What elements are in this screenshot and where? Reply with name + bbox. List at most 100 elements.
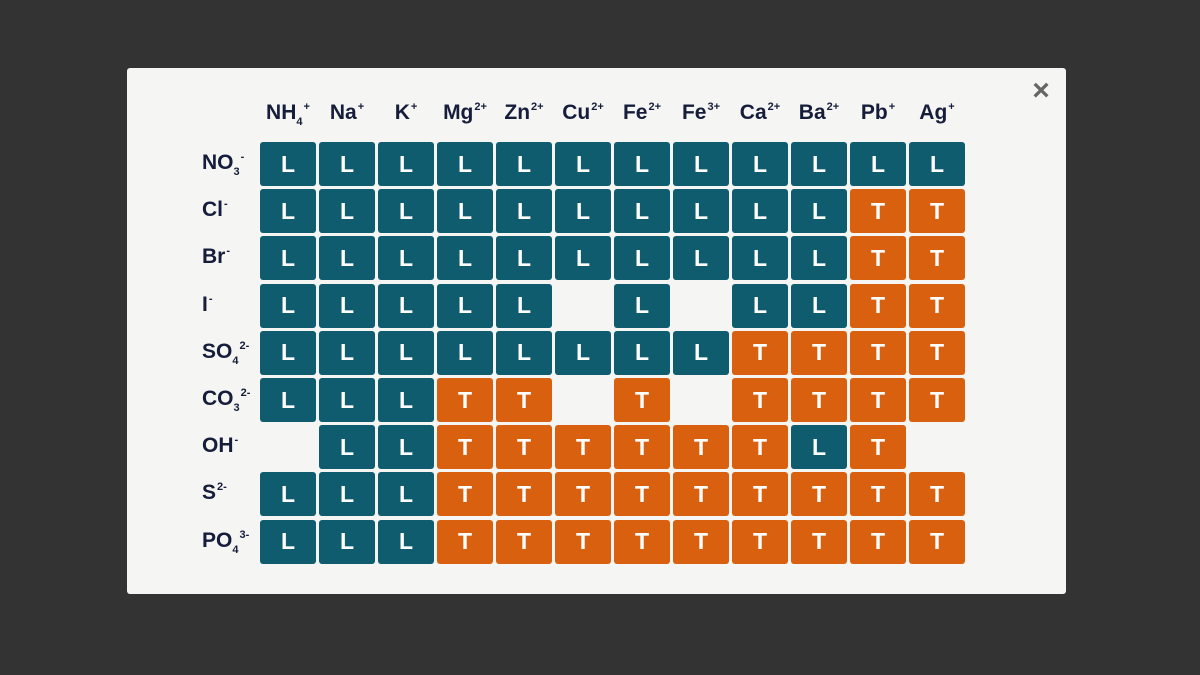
- solubility-cell: T: [673, 519, 729, 564]
- anion-charge: -: [224, 198, 228, 211]
- cation-base: NH: [266, 101, 297, 124]
- cation-charge: 3+: [707, 101, 721, 113]
- anion-subscript: 4: [232, 543, 239, 556]
- solubility-cell: L: [260, 189, 316, 234]
- solubility-cell: T: [732, 330, 788, 375]
- cation-charge: 2+: [474, 101, 487, 113]
- solubility-cell: L: [673, 236, 729, 281]
- solubility-cell: T: [791, 472, 847, 517]
- solubility-cell: T: [909, 283, 965, 328]
- cation-base: K: [394, 101, 410, 124]
- anion-charge: 2-: [239, 339, 250, 352]
- anion-base: SO: [202, 339, 233, 363]
- solubility-cell: L: [437, 236, 493, 281]
- solubility-cell: L: [555, 189, 611, 234]
- solubility-cell: L: [496, 236, 552, 281]
- solubility-cell: L: [378, 283, 434, 328]
- cation-header: Ba2+: [791, 101, 847, 125]
- solubility-cell: T: [496, 519, 552, 564]
- solubility-cell: L: [378, 378, 434, 422]
- cation-charge: +: [357, 101, 365, 113]
- solubility-cell: L: [555, 330, 611, 375]
- cation-base: Cu: [562, 101, 591, 124]
- cation-charge: 2+: [531, 101, 544, 113]
- cation-header: NH4+: [260, 101, 316, 128]
- anion-base: I: [202, 292, 208, 316]
- cation-charge: 2+: [767, 101, 781, 113]
- solubility-cell: L: [555, 236, 611, 281]
- cation-header: Fe3+: [673, 101, 729, 125]
- solubility-cell: L: [437, 283, 493, 328]
- anion-header: S2-: [202, 481, 258, 505]
- solubility-cell: L: [673, 330, 729, 375]
- solubility-cell: T: [673, 472, 729, 517]
- solubility-cell: T: [909, 330, 965, 375]
- anion-header: SO42-: [202, 339, 258, 367]
- solubility-cell: T: [555, 472, 611, 517]
- solubility-cell: T: [614, 378, 670, 422]
- solubility-cell: T: [791, 378, 847, 422]
- solubility-cell: L: [614, 142, 670, 186]
- solubility-cell: L: [319, 330, 375, 375]
- solubility-cell: L: [260, 236, 316, 281]
- anion-header: CO32-: [202, 387, 258, 414]
- anion-base: Cl: [202, 198, 223, 222]
- solubility-cell: L: [732, 142, 788, 186]
- anion-subscript: 4: [232, 354, 239, 367]
- solubility-cell: L: [496, 283, 552, 328]
- solubility-cell: T: [909, 378, 965, 422]
- anion-base: OH: [202, 434, 234, 458]
- anion-charge: -: [240, 151, 245, 163]
- solubility-cell: T: [909, 472, 965, 517]
- solubility-cell: T: [614, 519, 670, 564]
- solubility-cell: T: [437, 519, 493, 564]
- solubility-cell: T: [496, 425, 552, 470]
- solubility-cell: L: [437, 189, 493, 234]
- solubility-cell: L: [319, 236, 375, 281]
- solubility-cell: T: [791, 330, 847, 375]
- solubility-cell: T: [850, 236, 906, 281]
- cation-header: Pb+: [850, 101, 906, 125]
- cation-base: Zn: [504, 101, 531, 124]
- solubility-cell: L: [555, 142, 611, 186]
- anion-charge: -: [226, 245, 231, 258]
- anion-subscript: 3: [233, 402, 240, 414]
- solubility-cell: L: [614, 283, 670, 328]
- solubility-cell: L: [319, 378, 375, 422]
- cation-header: Cu2+: [555, 101, 611, 125]
- solubility-cell: T: [496, 378, 552, 422]
- cation-base: Pb: [860, 101, 888, 124]
- solubility-cell: L: [319, 189, 375, 234]
- cation-charge: +: [948, 101, 955, 113]
- solubility-cell: L: [850, 142, 906, 186]
- solubility-cell: L: [319, 425, 375, 470]
- solubility-cell: L: [673, 142, 729, 186]
- solubility-cell: T: [850, 472, 906, 517]
- solubility-cell: T: [850, 519, 906, 564]
- cation-header: Mg2+: [437, 101, 493, 125]
- cation-charge: 2+: [591, 101, 604, 113]
- anion-header: OH-: [202, 434, 258, 458]
- solubility-cell: L: [378, 189, 434, 234]
- solubility-cell: T: [614, 472, 670, 517]
- solubility-cell: T: [437, 425, 493, 470]
- solubility-cell: T: [850, 425, 906, 470]
- solubility-cell: L: [319, 142, 375, 186]
- solubility-cell: T: [437, 472, 493, 517]
- solubility-cell: T: [850, 378, 906, 422]
- cation-charge: 2+: [648, 101, 662, 113]
- solubility-cell: L: [791, 425, 847, 470]
- solubility-cell: T: [791, 519, 847, 564]
- solubility-cell: L: [378, 519, 434, 564]
- anion-header: Br-: [202, 245, 258, 269]
- solubility-cell: T: [673, 425, 729, 470]
- cation-subscript: 4: [296, 116, 303, 128]
- solubility-cell: L: [909, 142, 965, 186]
- solubility-cell: L: [260, 519, 316, 564]
- solubility-cell: T: [732, 472, 788, 517]
- solubility-cell: L: [260, 472, 316, 517]
- cation-base: Ca: [739, 101, 767, 124]
- solubility-cell: L: [791, 189, 847, 234]
- close-icon[interactable]: ×: [1032, 74, 1050, 107]
- anion-charge: -: [234, 434, 239, 447]
